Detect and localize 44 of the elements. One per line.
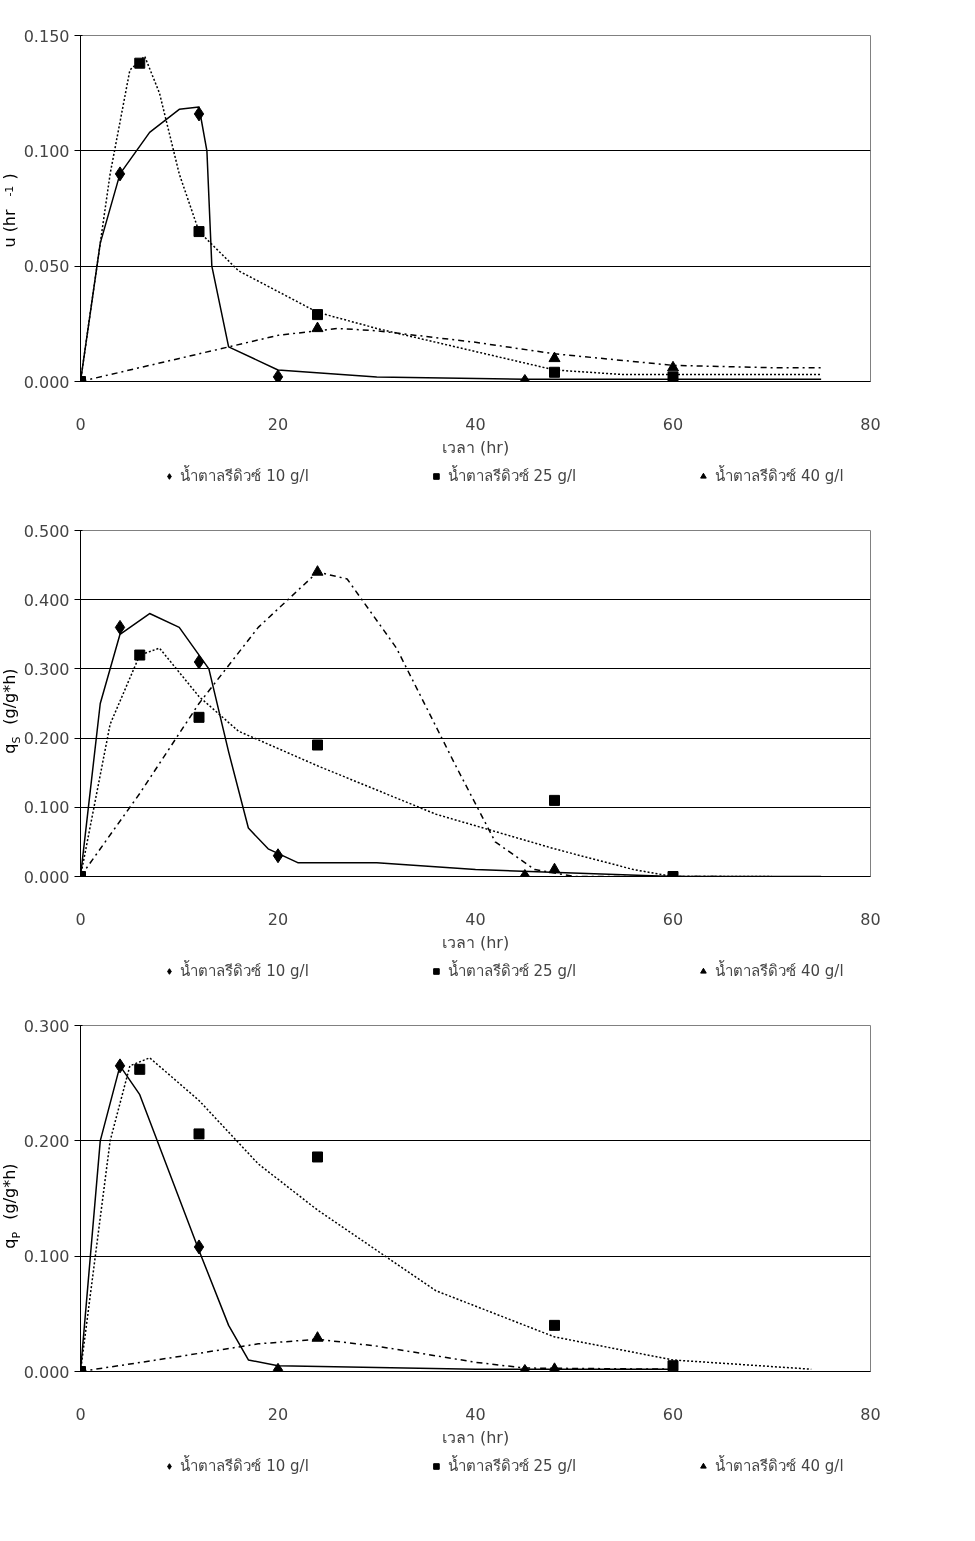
x-tick-label: 60 [662, 909, 684, 929]
y-tick-label: 0.500 [23, 521, 70, 541]
x-axis-title: เวลา (hr) [441, 1427, 510, 1447]
y-tick-label: 0.100 [23, 141, 70, 161]
legend-label: น้ำตาลรีดิวซ์ 10 g/l [180, 1454, 309, 1477]
x-tick-label: 0 [75, 414, 86, 434]
legend-label: น้ำตาลรีดิวซ์ 40 g/l [715, 1454, 844, 1477]
y-axis-title: qS (g/g*h) [0, 668, 23, 754]
y-tick-label: 0.100 [23, 798, 70, 818]
y-tick-label: 0.000 [23, 867, 70, 887]
x-tick-label: 20 [267, 1404, 289, 1424]
x-tick-label: 80 [860, 909, 881, 929]
x-tick-label: 60 [662, 1404, 684, 1424]
x-tick-label: 40 [465, 414, 486, 434]
x-tick-label: 40 [465, 1404, 486, 1424]
x-tick-label: 0 [75, 1404, 86, 1424]
y-tick-label: 0.400 [23, 590, 70, 610]
legend-label: น้ำตาลรีดิวซ์ 40 g/l [715, 464, 844, 487]
x-axis-title: เวลา (hr) [441, 437, 510, 457]
legend-label: น้ำตาลรีดิวซ์ 40 g/l [715, 959, 844, 982]
x-tick-label: 20 [267, 414, 289, 434]
y-tick-label: 0.100 [23, 1247, 70, 1267]
y-tick-label: 0.300 [23, 1016, 70, 1036]
legend-label: น้ำตาลรีดิวซ์ 25 g/l [447, 464, 577, 487]
y-tick-label: 0.300 [23, 659, 70, 679]
x-tick-label: 80 [860, 1404, 881, 1424]
legend-label: น้ำตาลรีดิวซ์ 25 g/l [447, 1454, 577, 1477]
y-tick-label: 0.200 [23, 729, 70, 749]
x-tick-label: 0 [75, 909, 86, 929]
legend-label: น้ำตาลรีดิวซ์ 10 g/l [180, 959, 309, 982]
legend-label: น้ำตาลรีดิวซ์ 10 g/l [180, 464, 309, 487]
y-tick-label: 0.200 [23, 1131, 70, 1151]
y-axis-title: qP (g/g*h) [0, 1163, 23, 1249]
x-tick-label: 40 [465, 909, 486, 929]
y-axis-title: u (hr-1) [0, 173, 19, 248]
y-tick-label: 0.050 [23, 257, 70, 277]
y-tick-label: 0.000 [23, 372, 70, 392]
legend-label: น้ำตาลรีดิวซ์ 25 g/l [447, 959, 577, 982]
x-tick-label: 80 [860, 414, 881, 434]
y-tick-label: 0.150 [23, 26, 70, 46]
x-tick-label: 60 [662, 414, 684, 434]
x-axis-title: เวลา (hr) [441, 932, 510, 952]
x-tick-label: 20 [267, 909, 289, 929]
y-tick-label: 0.000 [23, 1362, 70, 1382]
